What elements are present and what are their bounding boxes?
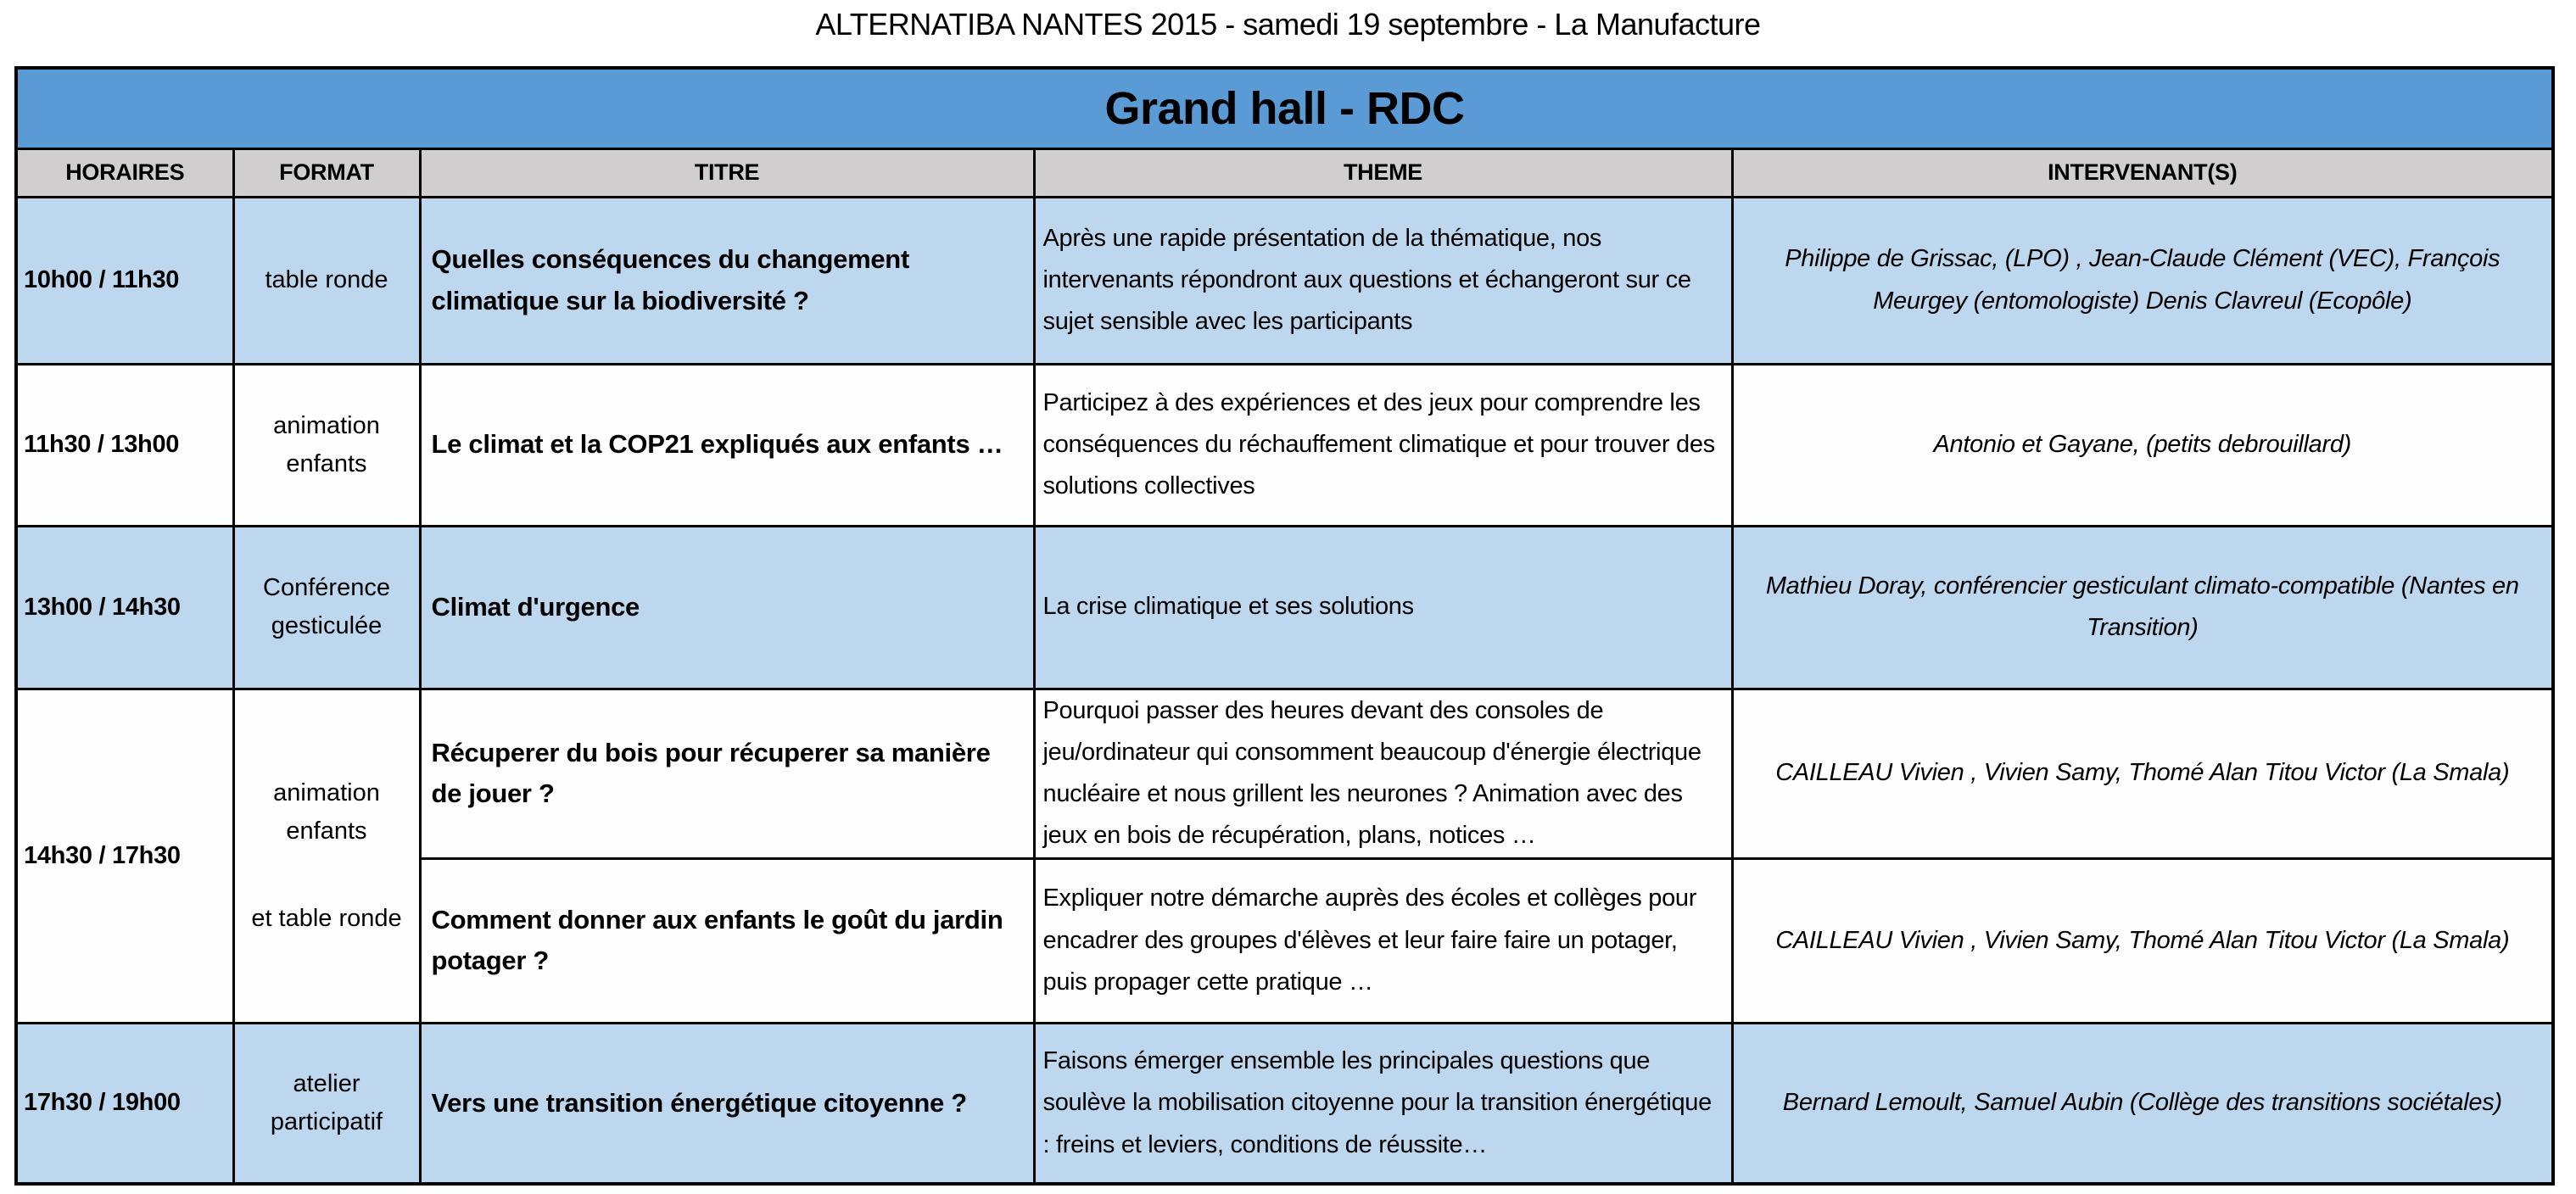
- cell-titre: Comment donner aux enfants le goût du ja…: [418, 856, 1036, 1024]
- cell-intervenants: CAILLEAU Vivien , Vivien Samy, Thomé Ala…: [1730, 687, 2555, 860]
- table-row: 14h30 / 17h30 animation enfants et table…: [14, 687, 2555, 1024]
- cell-format: Conférence gesticulée: [232, 524, 422, 690]
- cell-theme: Participez à des expériences et des jeux…: [1032, 362, 1734, 527]
- cell-horaires: 10h00 / 11h30: [14, 195, 235, 365]
- cell-titre: Récuperer du bois pour récuperer sa mani…: [418, 687, 1036, 860]
- cell-format: animation enfants: [232, 362, 422, 527]
- cell-titre: Climat d'urgence: [418, 524, 1036, 690]
- schedule-table: Grand hall - RDC HORAIRES FORMAT TITRE T…: [14, 66, 2556, 1186]
- column-header-row: HORAIRES FORMAT TITRE THEME INTERVENANT(…: [14, 147, 2555, 198]
- cell-horaires: 14h30 / 17h30: [14, 687, 235, 1024]
- table-row: Comment donner aux enfants le goût du ja…: [16, 856, 2555, 1024]
- column-header-theme: THEME: [1032, 147, 1734, 198]
- format-line-2: et table ronde: [251, 904, 402, 932]
- cell-theme: Après une rapide présentation de la thém…: [1032, 195, 1734, 365]
- cell-titre: Le climat et la COP21 expliqués aux enfa…: [418, 362, 1036, 527]
- cell-theme: Expliquer notre démarche auprès des écol…: [1032, 856, 1734, 1024]
- cell-theme: Pourquoi passer des heures devant des co…: [1032, 687, 1734, 860]
- cell-horaires: 13h00 / 14h30: [14, 524, 235, 690]
- cell-theme: La crise climatique et ses solutions: [1032, 524, 1734, 690]
- cell-horaires: 11h30 / 13h00: [14, 362, 235, 527]
- column-header-format: FORMAT: [232, 147, 422, 198]
- format-line-1: animation enfants: [273, 778, 380, 845]
- table-row: 17h30 / 19h00 atelier participatif Vers …: [14, 1021, 2555, 1186]
- column-header-titre: TITRE: [418, 147, 1036, 198]
- cell-intervenants: CAILLEAU Vivien , Vivien Samy, Thomé Ala…: [1730, 856, 2555, 1024]
- cell-horaires: 17h30 / 19h00: [14, 1021, 235, 1186]
- cell-intervenants: Philippe de Grissac, (LPO) , Jean-Claude…: [1730, 195, 2555, 365]
- cell-theme: Faisons émerger ensemble les principales…: [1032, 1021, 1734, 1186]
- banner-title: Grand hall - RDC: [14, 66, 2555, 150]
- table-row: 11h30 / 13h00 animation enfants Le clima…: [14, 362, 2555, 527]
- column-header-intervenants: INTERVENANT(S): [1730, 147, 2555, 198]
- cell-format: atelier participatif: [232, 1021, 422, 1186]
- cell-titre: Vers une transition énergétique citoyenn…: [418, 1021, 1036, 1186]
- cell-titre: Quelles conséquences du changement clima…: [418, 195, 1036, 365]
- table-row: 10h00 / 11h30 table ronde Quelles conséq…: [14, 195, 2555, 365]
- cell-intervenants: Mathieu Doray, conférencier gesticulant …: [1730, 524, 2555, 690]
- table-row: 13h00 / 14h30 Conférence gesticulée Clim…: [14, 524, 2555, 690]
- cell-intervenants: Bernard Lemoult, Samuel Aubin (Collège d…: [1730, 1021, 2555, 1186]
- cell-format: animation enfants et table ronde: [232, 687, 422, 1024]
- column-header-horaires: HORAIRES: [14, 147, 235, 198]
- page-title: ALTERNATIBA NANTES 2015 - samedi 19 sept…: [815, 7, 1761, 42]
- banner-row: Grand hall - RDC: [14, 66, 2555, 150]
- cell-format: table ronde: [232, 195, 422, 365]
- cell-intervenants: Antonio et Gayane, (petits debrouillard): [1730, 362, 2555, 527]
